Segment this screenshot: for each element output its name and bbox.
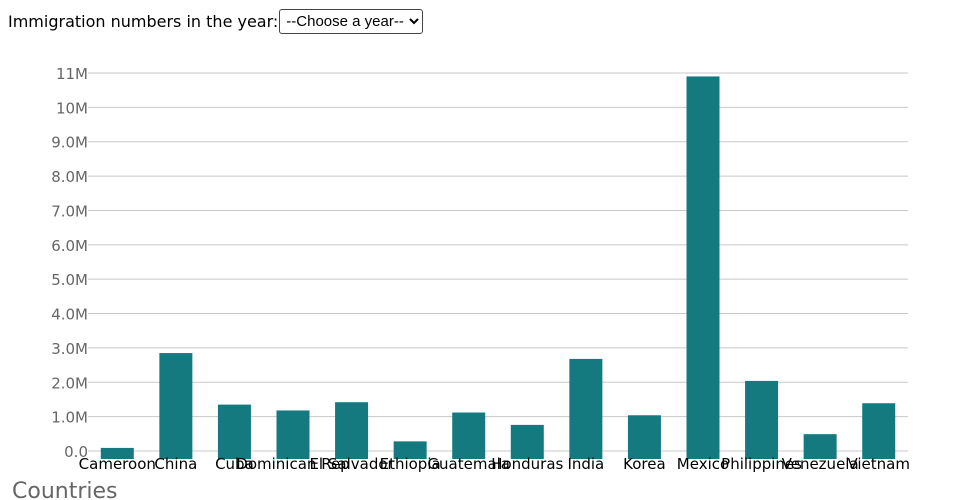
x-tick-label: Cameroon — [79, 455, 156, 473]
x-tick-label: Guatemala — [427, 455, 510, 473]
bar — [217, 404, 251, 459]
gridlines — [88, 72, 908, 452]
bar — [569, 358, 603, 459]
x-tick-label: Cuba — [215, 455, 254, 473]
x-tick-label: Philippines — [721, 455, 802, 473]
y-tick-label: 2.0M — [51, 374, 88, 392]
y-tick-label: 5.0M — [51, 271, 88, 289]
bar — [276, 410, 310, 459]
x-tick-label: Ethiopia — [380, 455, 441, 473]
x-tick-label: Vietnam — [847, 455, 910, 473]
year-control: Immigration numbers in the year: --Choos… — [8, 9, 424, 34]
y-tick-label: 10M — [56, 99, 88, 117]
y-tick-label: 6.0M — [51, 237, 88, 255]
x-tick-label: Dominican Rep — [236, 455, 349, 473]
bar — [510, 424, 544, 459]
x-tick-label: Mexico — [677, 455, 729, 473]
year-select[interactable]: --Choose a year-- — [279, 9, 424, 34]
year-select-label: Immigration numbers in the year: — [8, 12, 279, 31]
y-tick-label: 7.0M — [51, 202, 88, 220]
y-tick-label: 3.0M — [51, 340, 88, 358]
bar — [393, 441, 427, 459]
x-tick-label: China — [154, 455, 197, 473]
y-tick-label: 1.0M — [51, 409, 88, 427]
y-tick-label: 0.0 — [64, 443, 88, 461]
bar — [862, 403, 896, 459]
y-axis-ticks: 0.0 1.0M 2.0M 3.0M 4.0M 5.0M 6.0M 7.0M 8.0M 9.0M 1… — [51, 65, 88, 461]
bars — [100, 76, 896, 459]
x-tick-label: Korea — [623, 455, 666, 473]
bar — [686, 76, 720, 459]
bar — [452, 412, 486, 459]
y-tick-label: 11M — [56, 65, 88, 83]
bar — [627, 415, 661, 459]
bar — [745, 380, 779, 459]
bar — [100, 447, 134, 459]
y-tick-label: 4.0M — [51, 306, 88, 324]
y-tick-label: 9.0M — [51, 134, 88, 152]
bar — [335, 402, 369, 459]
x-tick-label: India — [567, 455, 604, 473]
x-axis-title: Countries — [12, 479, 118, 500]
x-tick-label: El Salvador — [309, 455, 394, 473]
x-tick-label: Venezuela — [782, 455, 859, 473]
bar — [803, 434, 837, 459]
bar — [159, 353, 193, 459]
x-tick-label: Honduras — [491, 455, 563, 473]
y-tick-label: 8.0M — [51, 168, 88, 186]
